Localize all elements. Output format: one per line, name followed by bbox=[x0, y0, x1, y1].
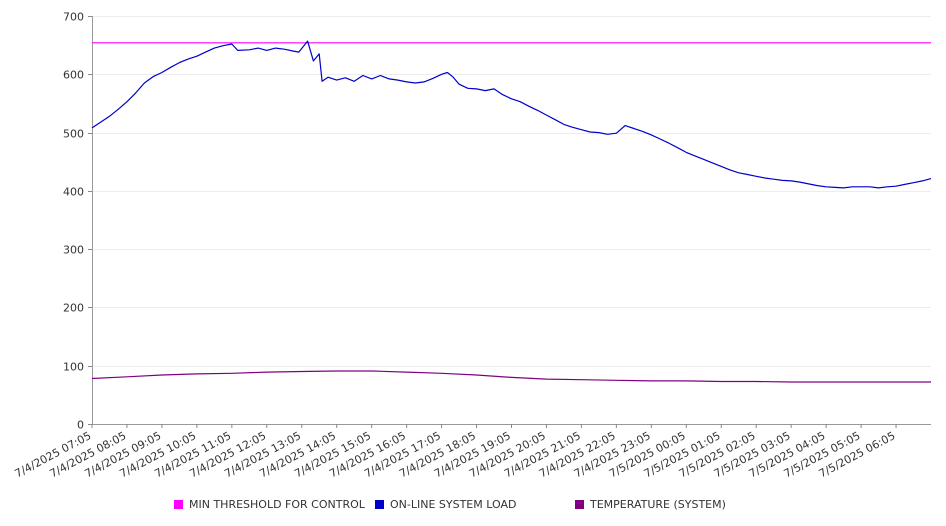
series-line-temperature bbox=[91, 370, 931, 383]
x-axis-tick-labels: 7/4/2025 07:057/4/2025 08:057/4/2025 09:… bbox=[13, 424, 897, 480]
y-tick-label-400: 400 bbox=[63, 186, 84, 199]
series-line-system-load bbox=[91, 40, 932, 189]
legend-item-temperature: TEMPERATURE (SYSTEM) bbox=[575, 498, 726, 511]
y-tick-label-300: 300 bbox=[63, 244, 84, 257]
y-tick-label-100: 100 bbox=[63, 361, 84, 374]
y-tick-label-700: 700 bbox=[63, 11, 84, 24]
gridlines bbox=[88, 16, 931, 425]
legend-label-system-load: ON-LINE SYSTEM LOAD bbox=[390, 498, 517, 511]
legend-label-threshold: MIN THRESHOLD FOR CONTROL bbox=[189, 498, 365, 511]
legend-swatch-threshold bbox=[174, 500, 183, 509]
legend-item-threshold: MIN THRESHOLD FOR CONTROL bbox=[174, 498, 365, 511]
y-tick-label-200: 200 bbox=[63, 302, 84, 315]
axes bbox=[92, 16, 931, 425]
legend-label-temperature: TEMPERATURE (SYSTEM) bbox=[590, 498, 726, 511]
y-tick-label-500: 500 bbox=[63, 128, 84, 141]
legend-item-system-load: ON-LINE SYSTEM LOAD bbox=[375, 498, 516, 511]
y-tick-label-0: 0 bbox=[77, 419, 84, 432]
legend: MIN THRESHOLD FOR CONTROL ON-LINE SYSTEM… bbox=[0, 498, 946, 514]
y-axis-tick-labels: 0 100 200 300 400 500 600 700 bbox=[63, 11, 84, 432]
legend-swatch-temperature bbox=[575, 500, 584, 509]
legend-swatch-system-load bbox=[375, 500, 384, 509]
series-lines bbox=[91, 40, 932, 383]
y-tick-label-600: 600 bbox=[63, 69, 84, 82]
